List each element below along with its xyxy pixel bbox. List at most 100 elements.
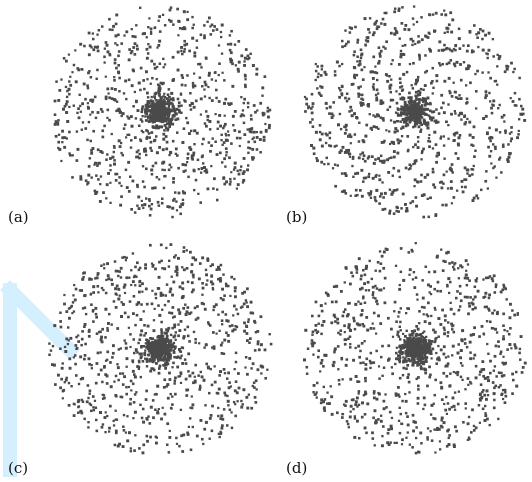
- scatter-point: [358, 355, 361, 359]
- scatter-point: [399, 338, 402, 341]
- scatter-point: [174, 338, 177, 341]
- scatter-point: [516, 313, 519, 316]
- scatter-point: [205, 110, 208, 113]
- scatter-point: [241, 172, 245, 175]
- scatter-point: [523, 361, 527, 365]
- scatter-point: [388, 212, 391, 215]
- scatter-point: [446, 402, 450, 405]
- scatter-point: [462, 44, 465, 47]
- scatter-point: [149, 337, 152, 340]
- scatter-point: [240, 405, 244, 409]
- scatter-point: [399, 139, 402, 143]
- scatter-point: [190, 406, 194, 410]
- scatter-point: [254, 379, 258, 383]
- scatter-point: [178, 205, 182, 209]
- scatter-point: [165, 97, 169, 100]
- scatter-point: [488, 275, 492, 278]
- scatter-point: [436, 254, 439, 258]
- scatter-point: [251, 362, 255, 366]
- scatter-point: [167, 326, 171, 330]
- scatter-point: [355, 73, 359, 77]
- scatter-point: [203, 36, 206, 40]
- scatter-point: [129, 333, 132, 336]
- scatter-point: [249, 300, 253, 304]
- scatter-point: [197, 168, 200, 171]
- scatter-point: [421, 340, 424, 343]
- scatter-point: [445, 26, 449, 30]
- scatter-point: [171, 366, 174, 369]
- scatter-point: [496, 53, 499, 56]
- scatter-point: [449, 168, 453, 172]
- scatter-point: [397, 315, 400, 318]
- scatter-point: [375, 88, 379, 92]
- scatter-point: [214, 113, 217, 116]
- scatter-point: [382, 399, 386, 403]
- scatter-point: [368, 31, 371, 34]
- scatter-point: [262, 135, 266, 139]
- scatter-point: [92, 320, 95, 323]
- scatter-point: [239, 114, 243, 118]
- scatter-point: [142, 345, 145, 348]
- scatter-point: [410, 332, 414, 336]
- scatter-point: [479, 383, 483, 386]
- scatter-point: [168, 259, 171, 262]
- scatter-point: [137, 367, 140, 370]
- scatter-point: [414, 42, 417, 46]
- scatter-point: [172, 180, 175, 184]
- scatter-point: [370, 128, 374, 131]
- scatter-point: [249, 52, 252, 55]
- scatter-point: [328, 112, 331, 115]
- scatter-point: [260, 372, 263, 375]
- scatter-point: [227, 339, 231, 343]
- scatter-point: [200, 167, 204, 170]
- scatter-point: [371, 431, 374, 435]
- scatter-point: [174, 147, 178, 151]
- scatter-point: [92, 406, 95, 409]
- scatter-point: [401, 399, 404, 403]
- scatter-point: [261, 365, 265, 369]
- scatter-point: [423, 403, 427, 407]
- scatter-point: [152, 110, 156, 114]
- scatter-point: [309, 121, 312, 124]
- scatter-point: [130, 28, 133, 31]
- scatter-point: [350, 271, 353, 274]
- scatter-point: [356, 41, 359, 44]
- scatter-point: [186, 153, 190, 156]
- scatter-point: [407, 338, 410, 341]
- scatter-point: [156, 112, 160, 116]
- scatter-point: [193, 188, 196, 192]
- scatter-point: [360, 286, 364, 290]
- scatter-point: [160, 259, 163, 263]
- scatter-point: [409, 336, 412, 339]
- scatter-point: [165, 361, 169, 365]
- scatter-point: [118, 294, 121, 297]
- scatter-point: [421, 343, 424, 346]
- scatter-point: [410, 84, 413, 87]
- scatter-point: [169, 340, 172, 344]
- scatter-point: [398, 77, 402, 81]
- scatter-point: [115, 418, 119, 421]
- scatter-point: [380, 254, 384, 258]
- scatter-point: [232, 328, 236, 331]
- scatter-point: [156, 287, 160, 290]
- scatter-point: [316, 159, 319, 163]
- scatter-point: [243, 74, 247, 78]
- scatter-point: [310, 107, 313, 110]
- scatter-point: [220, 52, 224, 55]
- scatter-point: [419, 341, 422, 345]
- scatter-point: [236, 312, 240, 316]
- scatter-point: [423, 343, 426, 346]
- scatter-point: [451, 328, 454, 331]
- scatter-point: [138, 338, 142, 341]
- scatter-point: [411, 99, 414, 103]
- scatter-point: [391, 98, 395, 102]
- scatter-point: [198, 342, 201, 345]
- scatter-point: [219, 430, 222, 433]
- scatter-point: [121, 372, 125, 375]
- scatter-point: [168, 110, 171, 114]
- scatter-point: [373, 409, 377, 413]
- scatter-point: [320, 74, 323, 77]
- scatter-point: [179, 375, 182, 378]
- scatter-point: [365, 264, 368, 268]
- scatter-point: [408, 333, 412, 337]
